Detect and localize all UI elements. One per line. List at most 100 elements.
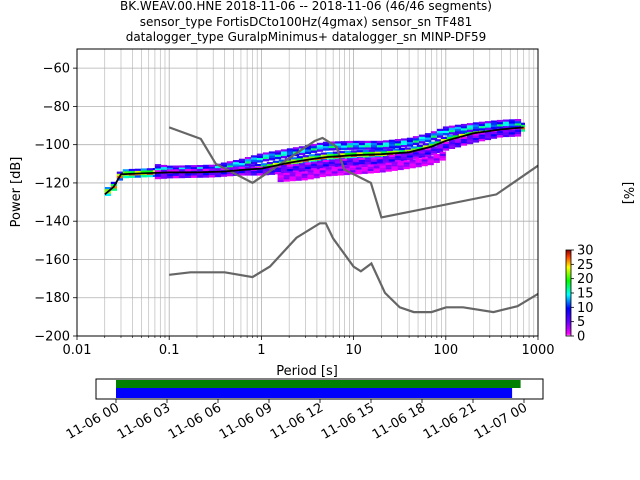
psd-cell [442, 143, 450, 147]
psd-cell [452, 133, 459, 136]
psd-cell [466, 129, 474, 133]
psd-cell [349, 170, 356, 173]
psd-cell [490, 120, 498, 123]
psd-cell [476, 129, 483, 133]
psd-cell [424, 135, 432, 138]
psd-cell [502, 121, 510, 125]
psd-cell [508, 130, 516, 133]
psd-cell [380, 149, 387, 152]
psd-cell [412, 136, 420, 139]
psd-cell [508, 134, 516, 137]
psd-cell [448, 127, 456, 131]
psd-cell [379, 170, 386, 173]
psd-cell [322, 159, 330, 163]
psd-cell [428, 141, 435, 144]
psd-cell [320, 152, 327, 155]
psd-cell [460, 126, 468, 129]
psd-cell [373, 164, 380, 167]
psd-cell [496, 124, 504, 127]
psd-cell [172, 173, 180, 177]
psd-cell [262, 154, 270, 157]
psd-cell [442, 126, 450, 129]
psd-cell [448, 144, 456, 147]
psd-cell [307, 170, 314, 173]
psd-cell [439, 156, 446, 159]
psd-cell [502, 134, 510, 138]
psd-cell [334, 145, 342, 149]
psd-cell [325, 171, 332, 175]
psd-cell [439, 158, 446, 161]
psd-cell [454, 138, 462, 141]
psd-cell [424, 150, 432, 153]
psd-cell [418, 155, 426, 159]
psd-cell [394, 153, 402, 156]
psd-cell [322, 164, 330, 167]
psd-cell [514, 132, 522, 135]
psd-cell [514, 129, 522, 133]
psd-cell [154, 164, 162, 167]
psd-cell [374, 151, 381, 155]
psd-cell [422, 143, 429, 146]
psd-cell [322, 148, 330, 151]
psd-cell [502, 130, 510, 133]
psd-cell [208, 168, 216, 171]
psd-cell [421, 163, 428, 167]
y-tick-label: −180 [34, 291, 70, 306]
psd-cell [364, 143, 372, 146]
psd-cell [430, 131, 438, 134]
timeline-tick-label: 11-06 09 [217, 400, 275, 442]
psd-cell [412, 152, 420, 155]
psd-cell [298, 163, 306, 166]
psd-cell [338, 151, 345, 154]
psd-cell [274, 150, 282, 153]
psd-cell [478, 134, 486, 137]
psd-cell [268, 151, 276, 154]
psd-cell [262, 159, 270, 162]
colorbar-tick-label: 0 [577, 330, 585, 345]
psd-cell [356, 152, 363, 155]
psd-cell [367, 164, 374, 167]
psd-cell [190, 165, 198, 168]
psd-cell [394, 158, 402, 161]
psd-cell [391, 168, 398, 171]
psd-cell [244, 157, 252, 160]
psd-cell [308, 154, 315, 157]
psd-cell [380, 151, 387, 154]
psd-cell [340, 145, 348, 148]
psd-cell [254, 164, 261, 167]
psd-cell [391, 161, 398, 165]
colorbar-tick-label: 20 [577, 272, 594, 287]
psd-cell [508, 132, 516, 135]
timeline-data-bar [116, 380, 521, 388]
psd-cell [328, 145, 336, 149]
y-tick-label: −60 [43, 62, 70, 77]
psd-cell [301, 175, 308, 179]
psd-cell [400, 138, 408, 141]
psd-cell [364, 140, 372, 144]
psd-cell [343, 172, 350, 176]
psd-cell [406, 142, 414, 145]
psd-cell [502, 119, 510, 122]
psd-cell [272, 162, 279, 166]
psd-cell [466, 137, 474, 140]
psd-cell [472, 140, 480, 143]
psd-cell [370, 143, 378, 146]
psd-cell [340, 160, 348, 164]
psd-cell [415, 162, 422, 166]
psd-cell [283, 179, 290, 182]
psd-cell [398, 148, 405, 151]
psd-cell [283, 174, 290, 178]
psd-cell [308, 156, 315, 159]
psd-cell [337, 168, 344, 172]
psd-cell [283, 177, 290, 180]
psd-cell [292, 153, 300, 157]
psd-cell [314, 155, 321, 158]
psd-cell [343, 168, 350, 171]
psd-cell [382, 160, 390, 163]
psd-cell [478, 123, 486, 127]
psd-cell [104, 187, 111, 190]
psd-cell [250, 155, 258, 158]
psd-cell [514, 119, 522, 122]
psd-cell [466, 123, 474, 126]
psd-cell [260, 163, 267, 166]
